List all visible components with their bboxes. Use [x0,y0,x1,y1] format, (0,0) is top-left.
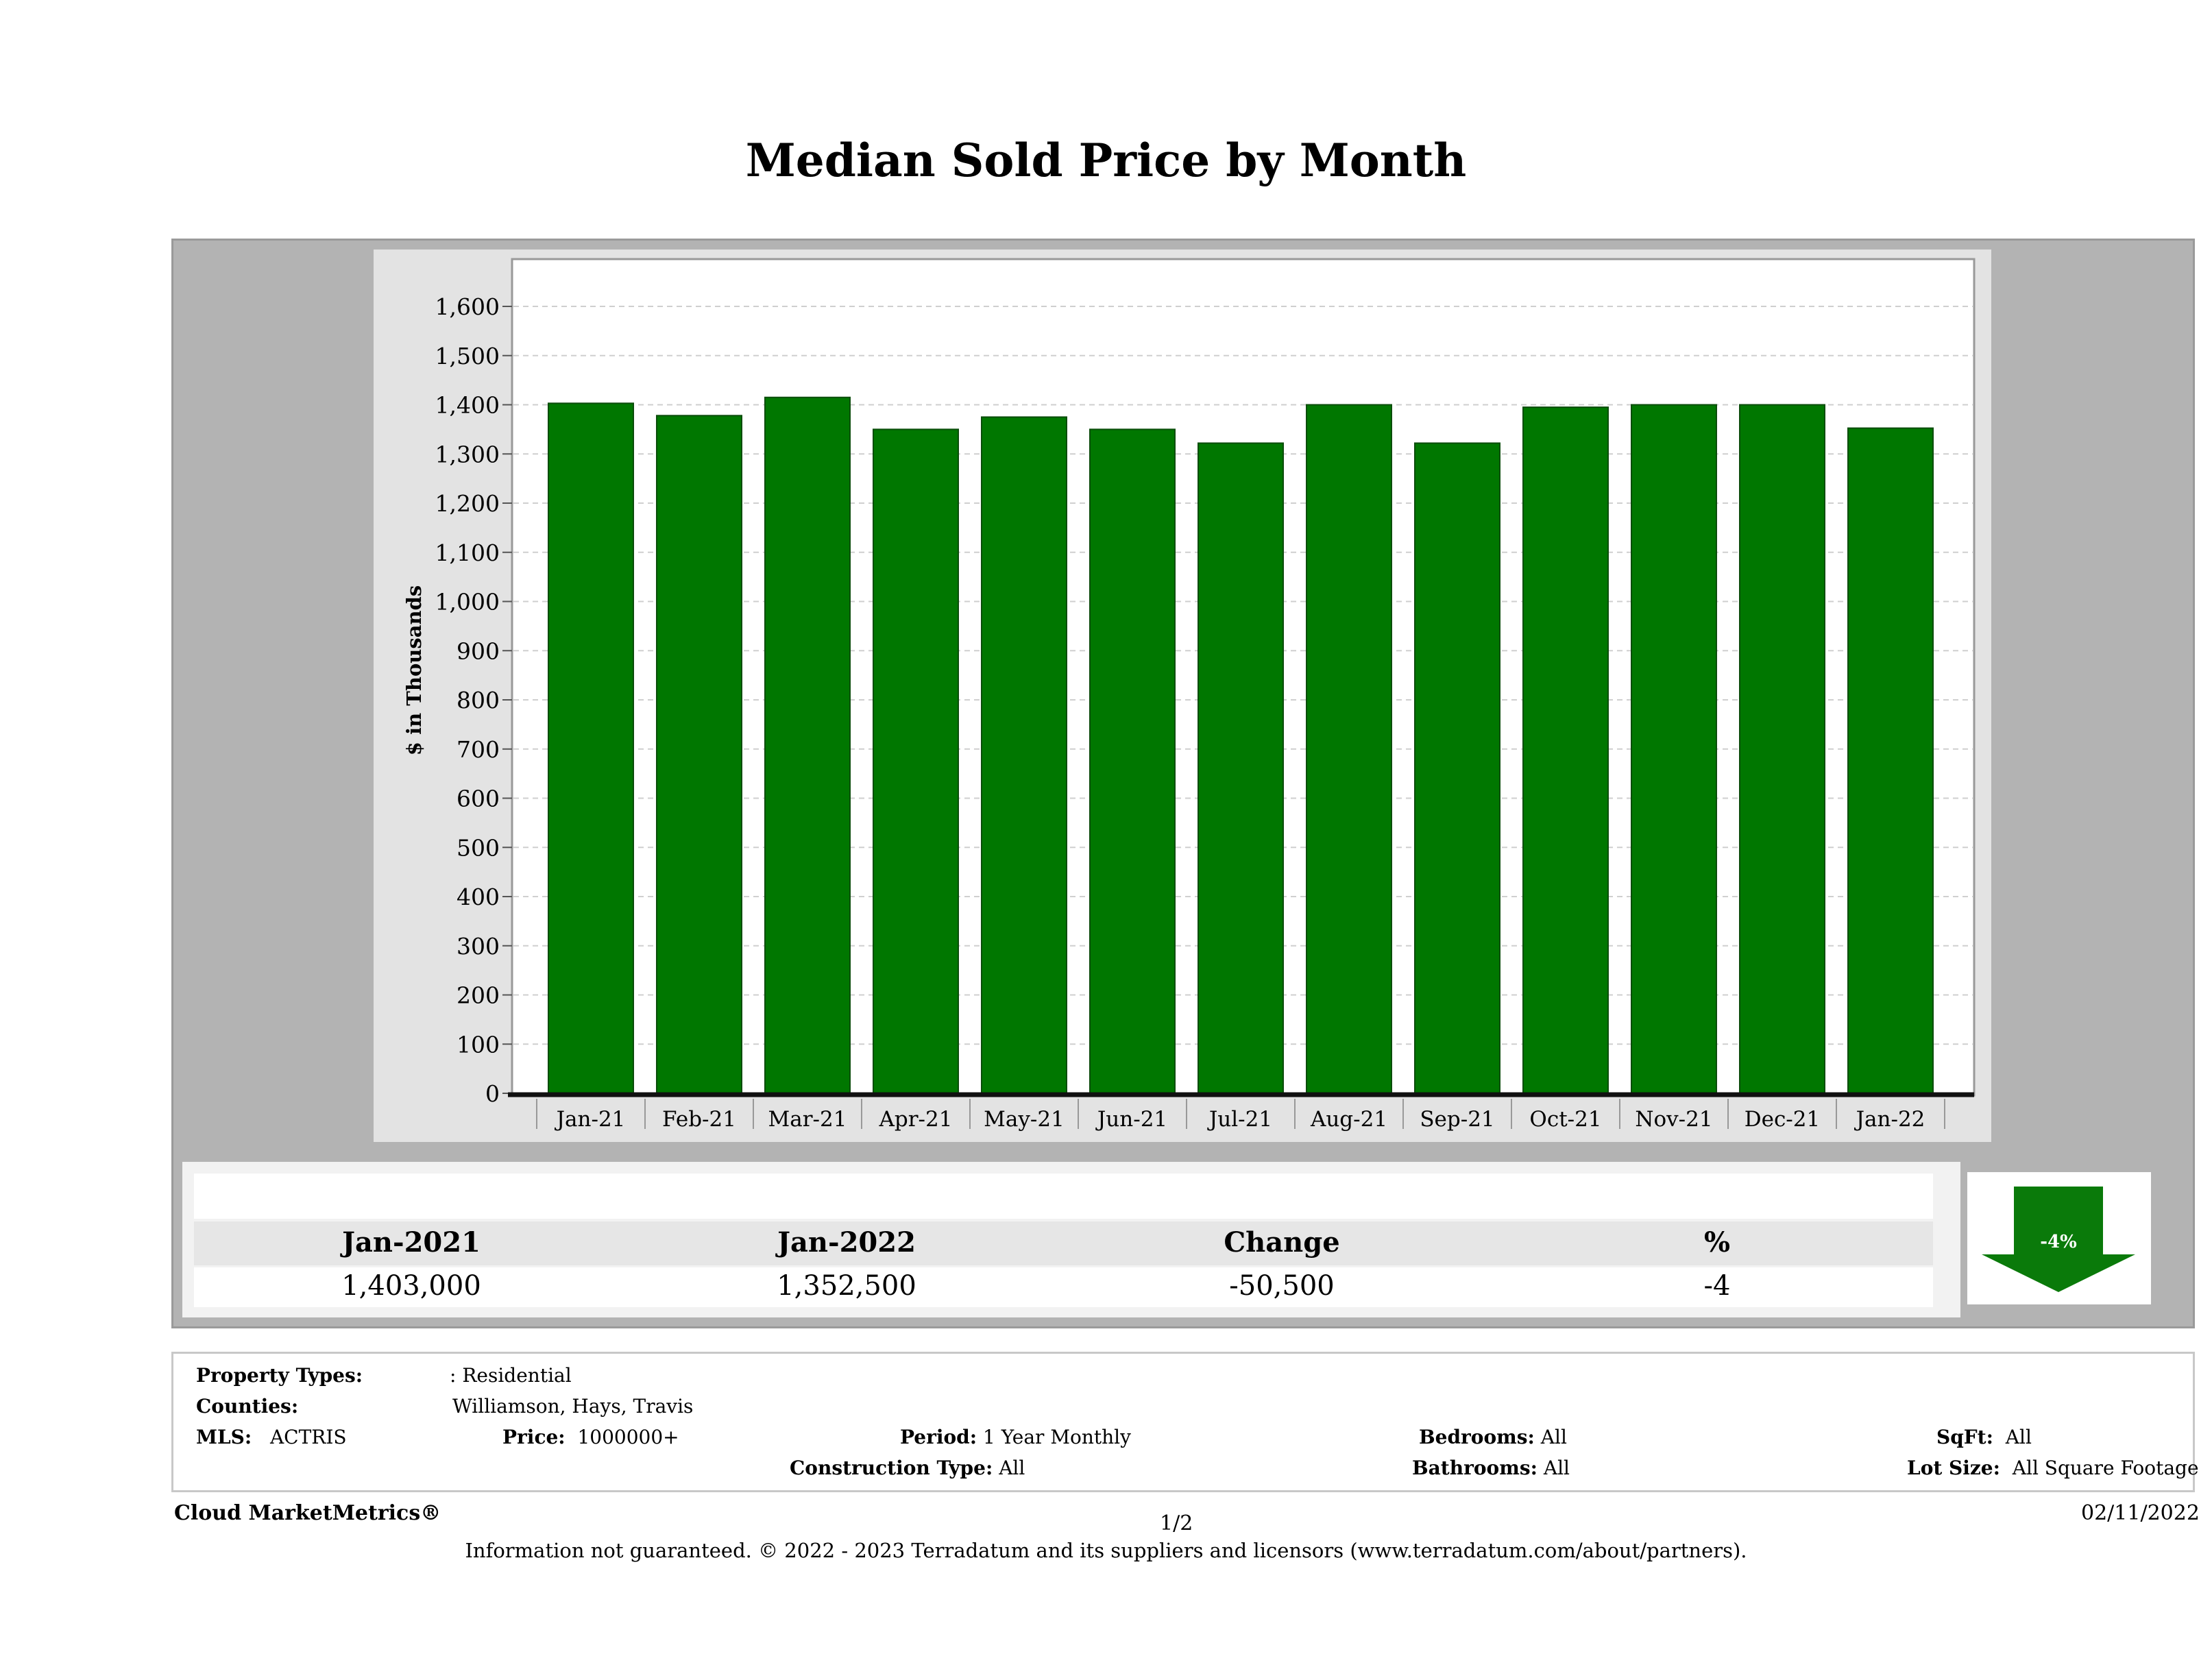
x-axis-ticks: Jan-21 Feb-21 Mar-21 Apr-21 May-21 Jun-21 Jul-… [508,1092,1974,1132]
bathrooms: Bathrooms: All [1412,1457,1570,1479]
bar-Jan-21 [548,402,634,1094]
stat-header-start: Jan-2021 [342,1226,481,1258]
y-tick-label: 600 [457,786,500,812]
stats-value-row [194,1267,1933,1307]
y-tick-label: 500 [457,834,500,861]
y-tick-label: 1,300 [435,441,500,467]
chart-title: Median Sold Price by Month [745,134,1467,187]
y-tick-label: 100 [457,1031,500,1058]
y-tick-label: 1,400 [435,392,500,419]
bedrooms: Bedrooms: All [1419,1426,1567,1448]
property-types: Property Types: [196,1364,363,1387]
y-tick-label: 1,000 [435,589,500,616]
bar-Nov-21 [1631,404,1717,1094]
period: Period: 1 Year Monthly [900,1426,1131,1448]
stat-value-end: 1,352,500 [777,1270,916,1302]
construction-type: Construction Type: All [790,1457,1025,1479]
bar-Oct-21 [1522,406,1609,1094]
x-tick-label: Apr-21 [879,1107,953,1132]
y-tick-label: 1,200 [435,490,500,517]
y-tick-label: 700 [457,736,500,763]
bar-May-21 [981,416,1067,1094]
stat-value-start: 1,403,000 [341,1270,481,1302]
y-tick-label: 300 [457,933,500,960]
lot-size: Lot Size: All Square Footage [1907,1457,2199,1479]
stat-value-percent: -4 [1703,1270,1731,1302]
bar-Dec-21 [1739,404,1825,1094]
disclaimer: Information not guaranteed. © 2022 - 202… [465,1539,1747,1562]
bar-Jun-21 [1089,428,1176,1094]
y-axis-ticks: 0 100 200 300 400 500 600 700 800 900 1,000 1,100 1,… [435,293,512,1107]
counties-value: Williamson, Hays, Travis [452,1395,694,1418]
stat-header-change: Change [1224,1226,1340,1258]
page-number: 1/2 [1160,1511,1193,1535]
bar-Jan-22 [1847,427,1934,1094]
property-types-value: : Residential [450,1364,572,1387]
bar-Apr-21 [873,428,959,1094]
x-tick-label: Nov-21 [1635,1107,1712,1132]
x-tick-label: Jul-21 [1207,1107,1272,1132]
price: Price: 1000000+ [502,1426,679,1448]
x-tick-label: Feb-21 [662,1107,736,1132]
bar-Sep-21 [1414,442,1500,1094]
report-date: 02/11/2022 [2081,1501,2200,1525]
bar-Jul-21 [1198,442,1284,1094]
y-tick-label: 800 [457,687,500,714]
x-tick-label: Dec-21 [1745,1107,1820,1132]
x-tick-label: Sep-21 [1420,1107,1494,1132]
stat-header-percent: % [1703,1226,1730,1258]
stat-header-end: Jan-2022 [777,1226,916,1258]
mls: MLS: ACTRIS [196,1426,347,1448]
down-arrow-icon: -4% [1982,1187,2135,1292]
y-tick-label: 0 [485,1080,500,1107]
y-axis-label: $ in Thousands [402,585,426,755]
stat-value-change: -50,500 [1229,1270,1335,1302]
stats-top-row [194,1174,1933,1219]
x-tick-label: Jan-21 [555,1107,626,1132]
y-tick-label: 1,600 [435,293,500,320]
change-indicator: -4% [1967,1172,2151,1304]
bar-Aug-21 [1306,404,1392,1094]
y-tick-label: 1,100 [435,539,500,566]
bar-Mar-21 [764,396,851,1094]
y-tick-label: 400 [457,884,500,910]
x-tick-label: Jan-22 [1854,1107,1925,1132]
info-box [171,1352,2195,1492]
y-tick-label: 900 [457,637,500,664]
y-tick-label: 200 [457,982,500,1009]
x-tick-label: Jun-21 [1095,1107,1167,1132]
x-tick-label: May-21 [984,1107,1065,1132]
x-tick-label: Oct-21 [1529,1107,1601,1132]
bar-Feb-21 [656,415,742,1094]
counties: Counties: [196,1395,299,1418]
stats-header-row [194,1221,1933,1265]
x-tick-label: Mar-21 [768,1107,847,1132]
sqft: SqFt: All [1936,1426,2032,1448]
bars [548,396,1934,1094]
y-tick-label: 1,500 [435,343,500,369]
brand: Cloud MarketMetrics® [174,1501,441,1525]
arrow-percent-label: -4% [2040,1232,2077,1252]
x-tick-label: Aug-21 [1310,1107,1387,1132]
